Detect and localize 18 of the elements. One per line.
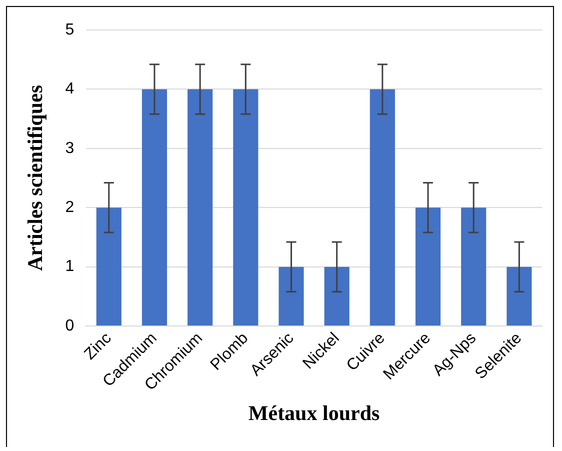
bar	[278, 266, 304, 326]
bar	[188, 89, 213, 326]
bar	[370, 89, 395, 326]
y-tick-label: 5	[65, 21, 74, 38]
bar	[324, 266, 350, 326]
bar	[506, 266, 532, 326]
bar	[461, 208, 486, 326]
x-axis-title: Métaux lourds	[248, 400, 380, 425]
y-tick-label: 0	[65, 317, 74, 334]
y-tick-label: 1	[65, 258, 74, 276]
y-tick-label: 2	[65, 199, 74, 216]
bar	[415, 208, 441, 326]
bar	[96, 208, 122, 326]
y-tick-label: 3	[65, 140, 74, 157]
y-axis-title: Articles scientifiques	[23, 85, 48, 272]
bar	[233, 89, 258, 326]
bar	[142, 89, 168, 326]
y-tick-label: 4	[65, 80, 74, 98]
